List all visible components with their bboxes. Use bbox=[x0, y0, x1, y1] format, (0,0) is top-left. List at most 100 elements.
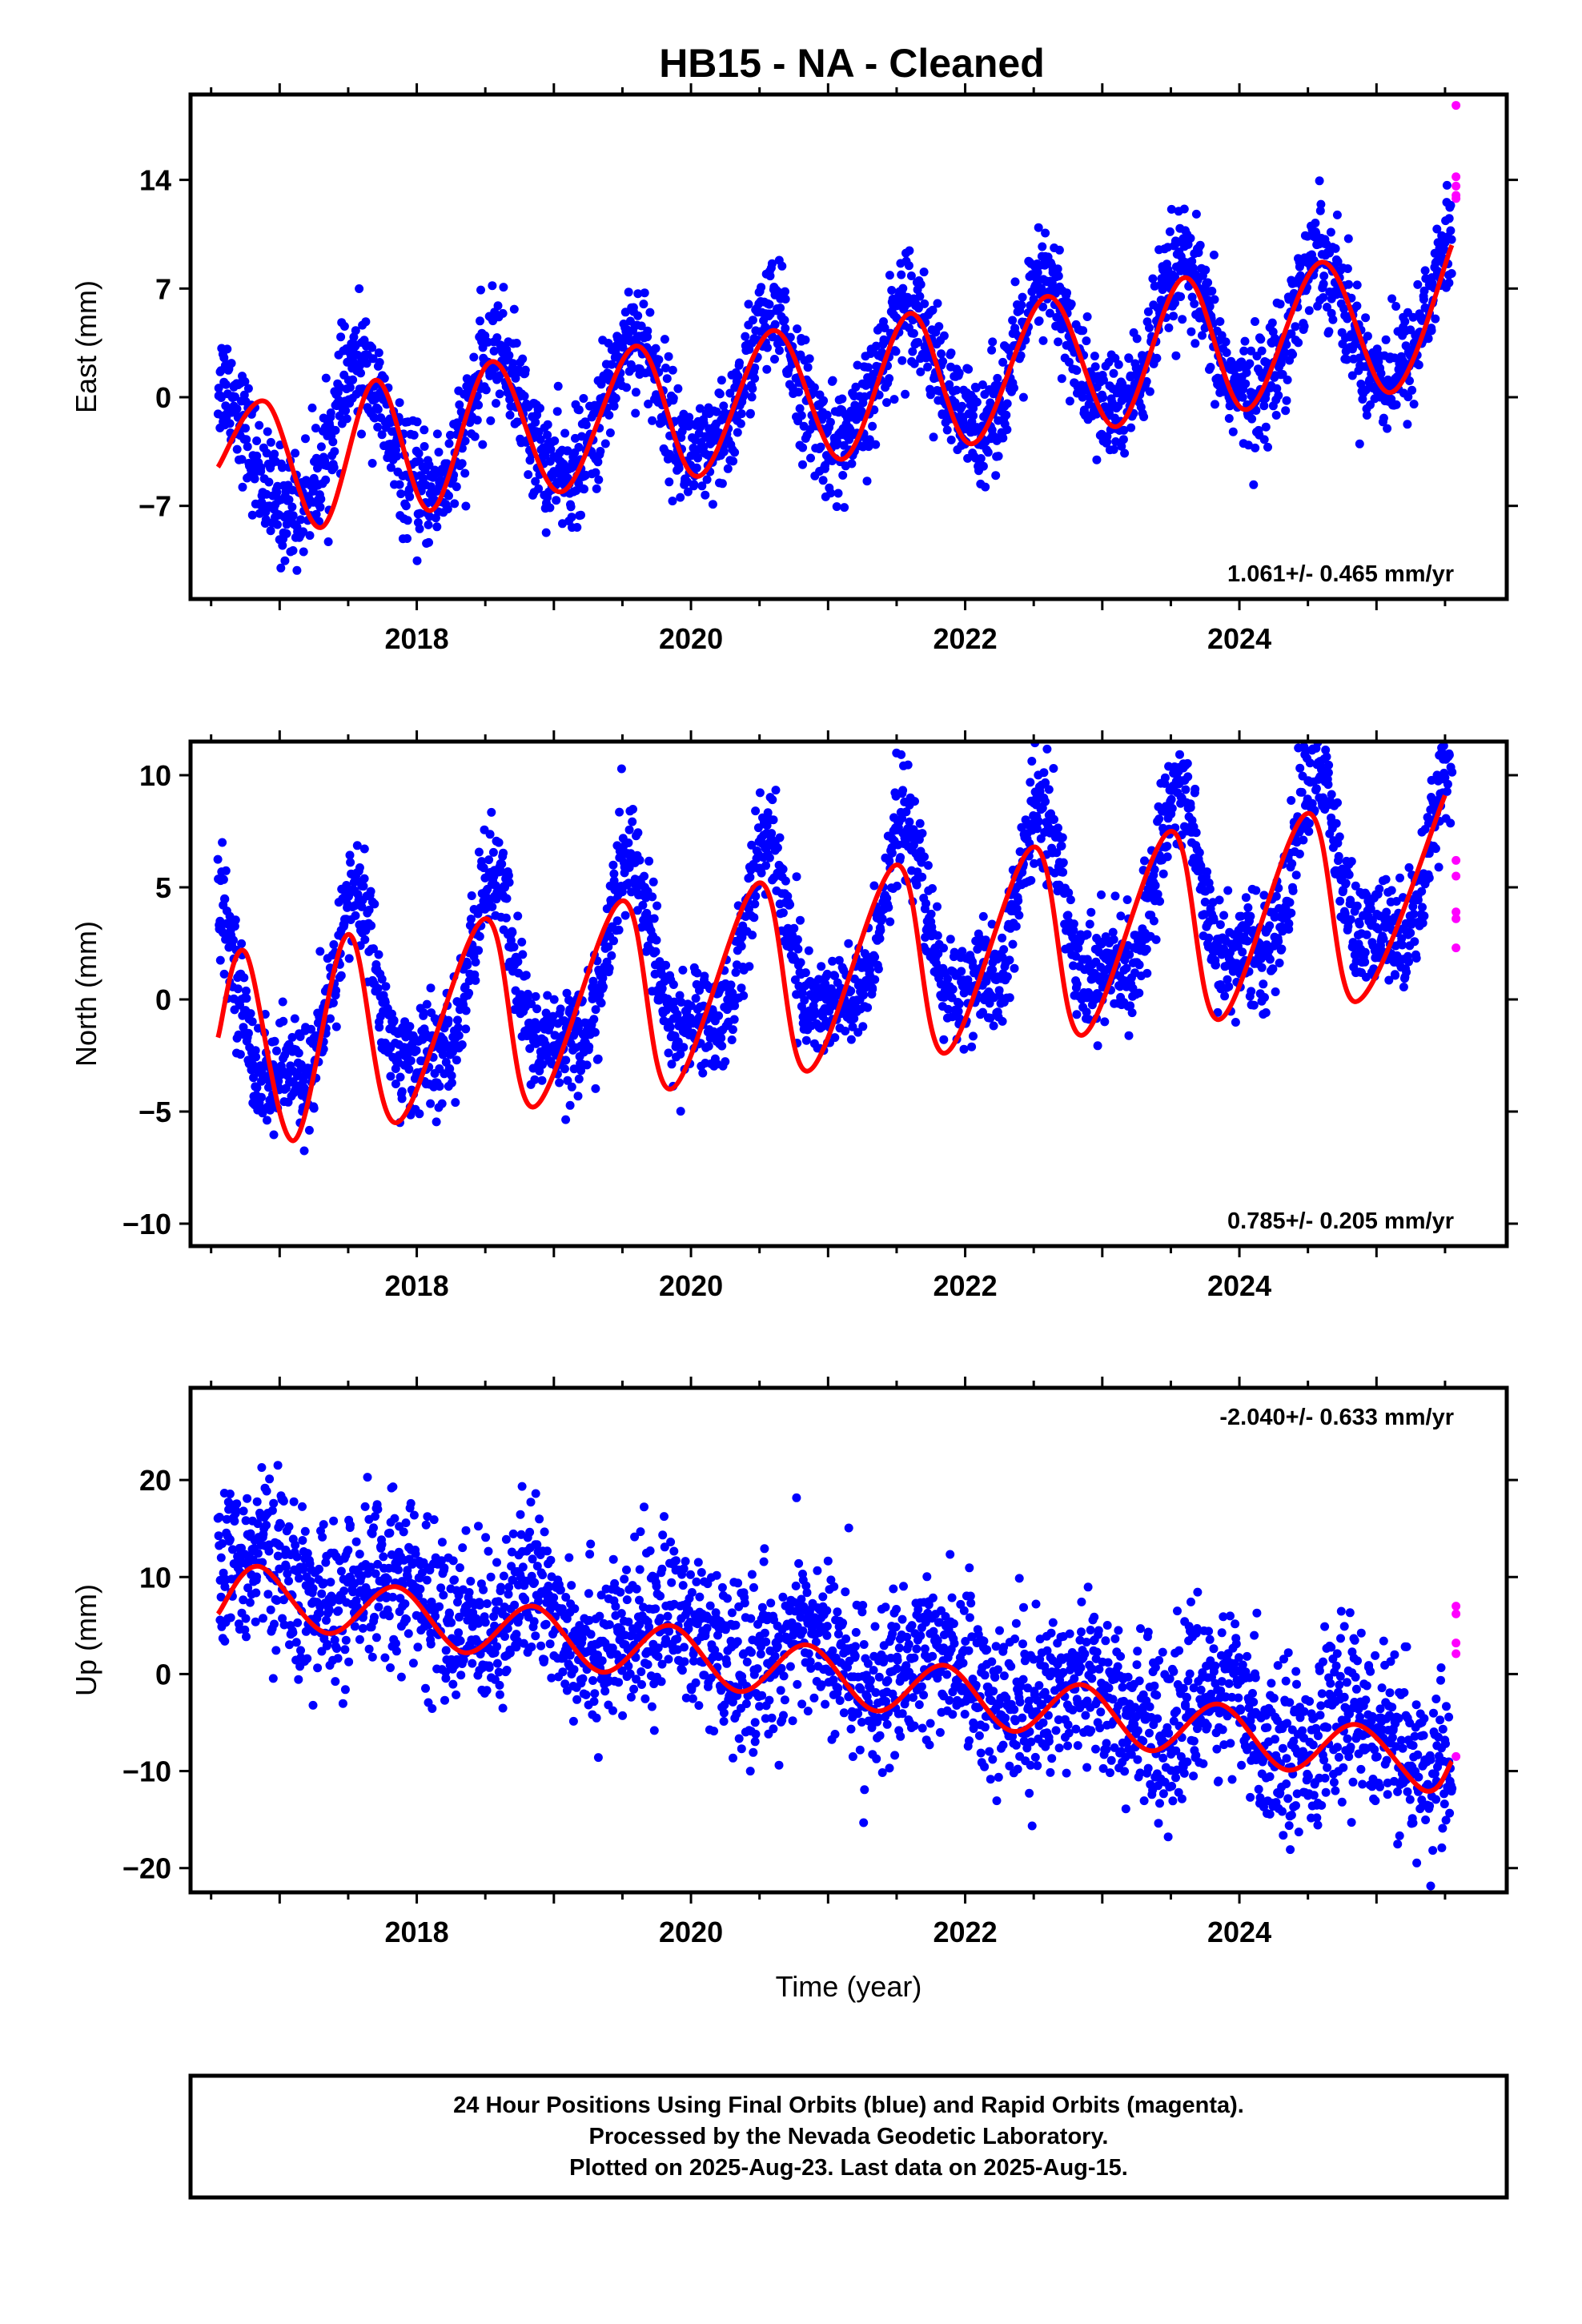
east-data-point bbox=[266, 526, 275, 536]
east-data-point bbox=[476, 285, 485, 295]
north-data-point bbox=[817, 962, 826, 971]
north-data-point bbox=[973, 944, 982, 954]
north-data-point bbox=[326, 1014, 335, 1023]
north-data-point bbox=[1304, 818, 1314, 828]
north-data-point bbox=[1271, 987, 1280, 996]
north-data-point bbox=[502, 894, 512, 903]
east-data-point bbox=[374, 348, 383, 357]
east-data-point bbox=[552, 496, 561, 505]
east-data-point bbox=[929, 432, 938, 442]
east-data-point bbox=[897, 270, 906, 279]
north-data-point bbox=[471, 975, 480, 985]
north-data-point bbox=[745, 962, 754, 971]
east-data-point bbox=[1383, 424, 1392, 433]
north-data-point bbox=[345, 850, 355, 860]
north-data-point bbox=[270, 1036, 279, 1046]
north-data-point bbox=[1086, 907, 1096, 917]
north-data-point bbox=[1287, 796, 1296, 805]
north-data-point bbox=[518, 950, 528, 959]
north-data-point bbox=[373, 983, 383, 993]
north-data-point bbox=[1340, 909, 1350, 919]
north-data-point bbox=[704, 1041, 713, 1051]
east-data-point bbox=[806, 453, 815, 463]
east-data-point bbox=[567, 513, 576, 522]
north-data-point bbox=[531, 991, 540, 1001]
east-data-point bbox=[1241, 379, 1251, 388]
north-data-point bbox=[1223, 975, 1232, 984]
north-data-point bbox=[926, 909, 936, 919]
north-data-point bbox=[739, 991, 749, 1000]
east-data-point bbox=[851, 382, 861, 392]
north-data-point bbox=[549, 995, 559, 1004]
north-data-point bbox=[426, 983, 436, 993]
north-data-point bbox=[778, 864, 788, 874]
east-data-point bbox=[282, 529, 291, 538]
east-data-point bbox=[461, 501, 471, 511]
north-data-point bbox=[775, 833, 785, 842]
east-data-point bbox=[631, 408, 640, 418]
east-data-point bbox=[221, 401, 231, 411]
east-data-point bbox=[901, 389, 910, 399]
east-data-point bbox=[1178, 315, 1187, 324]
north-data-point bbox=[219, 969, 229, 979]
east-data-point bbox=[432, 429, 442, 439]
north-data-point bbox=[1134, 988, 1144, 998]
north-data-point bbox=[381, 982, 391, 991]
east-data-point bbox=[478, 440, 488, 449]
east-data-point bbox=[1400, 317, 1410, 326]
east-data-point bbox=[355, 284, 364, 293]
north-data-point bbox=[377, 975, 387, 984]
north-data-point bbox=[404, 1064, 414, 1074]
north-data-point bbox=[359, 844, 369, 854]
north-data-point bbox=[235, 1050, 245, 1059]
north-data-point bbox=[215, 955, 225, 965]
east-data-point bbox=[1082, 312, 1092, 321]
east-data-point bbox=[1413, 279, 1423, 289]
east-rapid-orbit-point bbox=[1452, 181, 1461, 191]
east-data-point bbox=[348, 375, 358, 384]
north-data-point bbox=[1211, 960, 1220, 970]
north-data-point bbox=[346, 858, 355, 867]
north-data-point bbox=[274, 1076, 283, 1086]
east-data-point bbox=[987, 345, 997, 355]
east-x-tick-label: 2020 bbox=[659, 622, 723, 655]
north-data-point bbox=[796, 915, 805, 925]
east-data-point bbox=[795, 404, 805, 413]
north-data-point bbox=[479, 863, 488, 873]
north-data-point bbox=[987, 919, 997, 929]
east-data-point bbox=[730, 448, 740, 457]
north-data-point bbox=[933, 931, 942, 940]
east-data-point bbox=[1315, 176, 1324, 186]
east-data-point bbox=[469, 352, 479, 362]
north-data-point bbox=[360, 935, 370, 944]
east-data-point bbox=[420, 442, 429, 451]
north-data-point bbox=[717, 1041, 727, 1051]
east-data-point bbox=[673, 384, 683, 393]
north-data-point bbox=[447, 1071, 456, 1080]
east-data-point bbox=[1280, 348, 1290, 358]
east-data-point bbox=[315, 502, 325, 512]
north-data-point bbox=[1002, 972, 1012, 982]
north-data-point bbox=[1199, 910, 1209, 919]
east-data-point bbox=[504, 351, 514, 360]
east-data-point bbox=[805, 354, 814, 364]
north-data-point bbox=[1243, 903, 1253, 912]
north-data-point bbox=[1122, 895, 1132, 904]
north-data-point bbox=[765, 853, 774, 862]
north-data-point bbox=[471, 957, 480, 967]
north-data-point bbox=[849, 1014, 859, 1023]
north-final-orbit-points bbox=[213, 742, 1457, 1156]
north-data-point bbox=[1166, 794, 1176, 804]
east-data-point bbox=[991, 471, 1001, 480]
east-data-point bbox=[780, 316, 789, 325]
north-data-point bbox=[822, 969, 832, 979]
east-x-tick-label: 2018 bbox=[385, 622, 449, 655]
north-data-point bbox=[509, 943, 519, 951]
north-data-point bbox=[1204, 933, 1214, 943]
north-data-point bbox=[1100, 1017, 1110, 1027]
north-data-point bbox=[612, 916, 622, 926]
north-data-point bbox=[556, 1004, 565, 1014]
north-data-point bbox=[453, 1015, 462, 1025]
east-data-point bbox=[237, 455, 247, 464]
north-data-point bbox=[548, 1011, 558, 1021]
